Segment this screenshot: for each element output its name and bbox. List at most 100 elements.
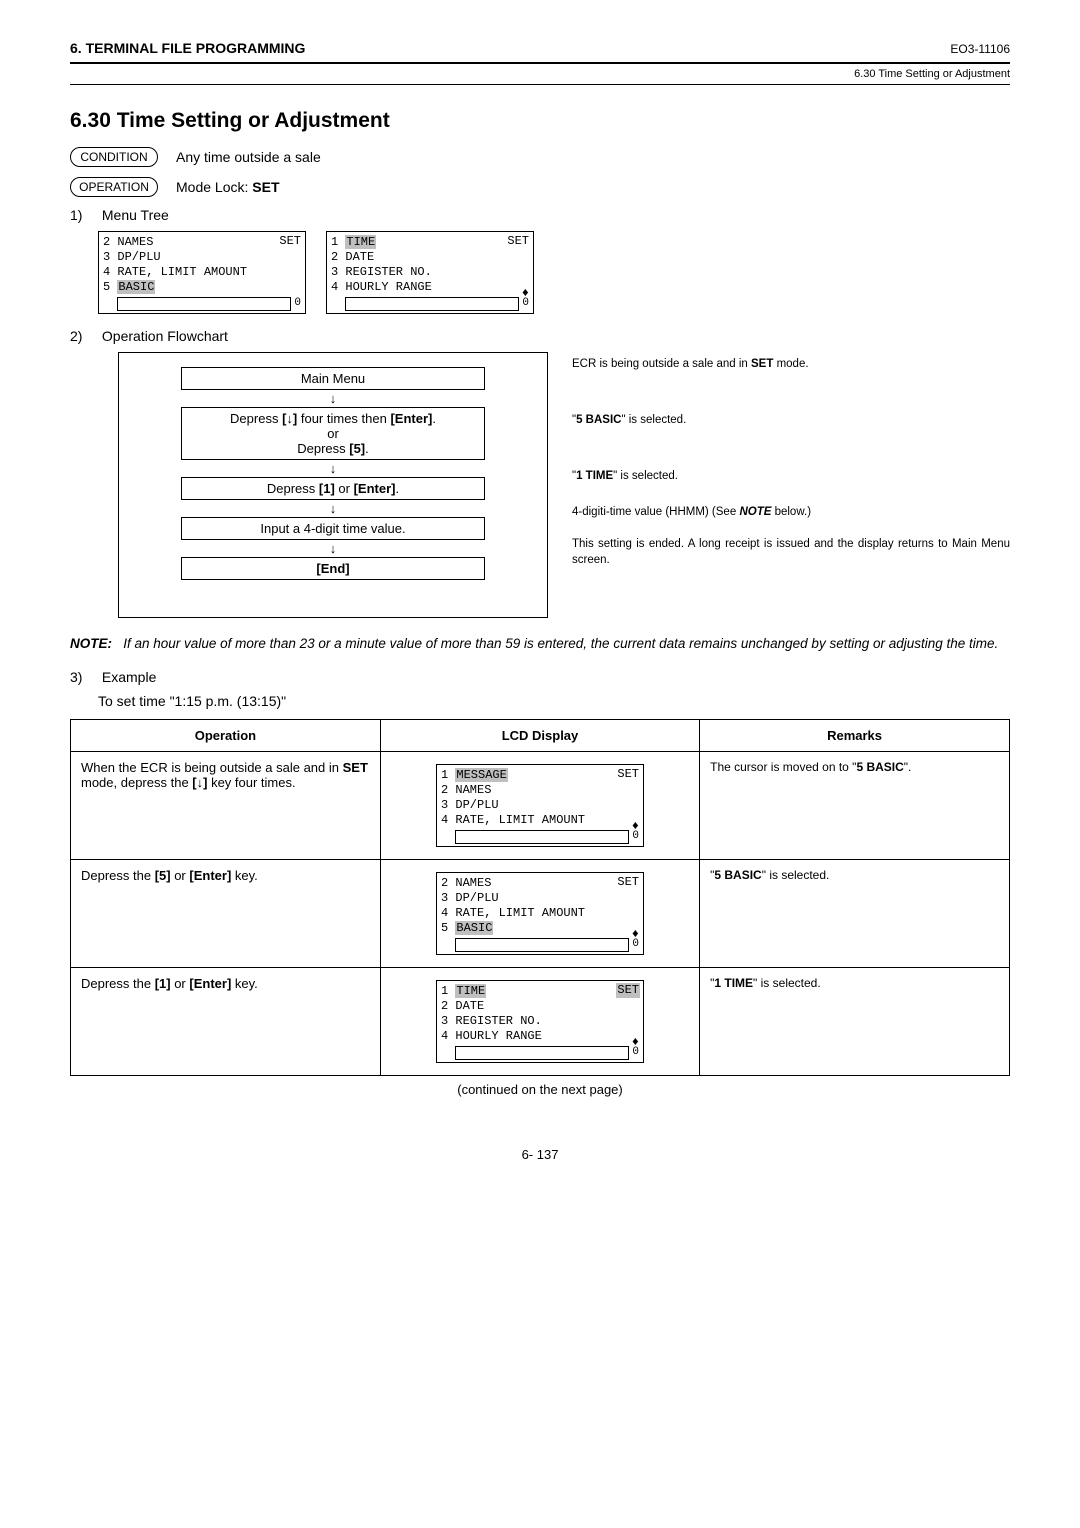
lcd-input-box [455,830,629,844]
note-label: NOTE: [70,636,112,651]
lcd-scroll-icon: ♦ [632,931,639,938]
cell-lcd: SET 1 MESSAGE 2 NAMES 3 DP/PLU 4 RATE, L… [380,752,699,860]
header-rule-thin [70,84,1010,85]
lcd-input-box [455,938,629,952]
table-header-row: Operation LCD Display Remarks [71,720,1010,752]
lcd-line: 3 DP/PLU [103,250,301,265]
lcd-display: SET 1 MESSAGE 2 NAMES 3 DP/PLU 4 RATE, L… [436,764,644,847]
fc-arrow-icon: ↓ [139,462,527,475]
list-num-3: 3) [70,669,98,685]
lcd-footer: 0 [441,830,639,844]
condition-text: Any time outside a sale [176,149,321,165]
cell-remarks: The cursor is moved on to "5 BASIC". [700,752,1010,860]
lcd-footer: 0 [103,297,301,311]
lcd-line: 2 NAMES [441,876,639,891]
lcd-highlight: BASIC [455,921,493,935]
table-row: When the ECR is being outside a sale and… [71,752,1010,860]
lcd-input-box [345,297,519,311]
lcd-line: 2 NAMES [103,235,301,250]
th-remarks: Remarks [700,720,1010,752]
list-item-3: 3) Example [70,669,1010,685]
lcd-scroll-icon: ♦ [522,290,529,297]
lcd-line: 3 REGISTER NO. [441,1014,639,1029]
lcd-line: 2 DATE [441,999,639,1014]
continued-text: (continued on the next page) [70,1082,1010,1097]
lcd-line: 4 HOURLY RANGE [331,280,529,295]
lcd-set-label: SET [617,767,639,782]
table-row: Depress the [1] or [Enter] key. SET 1 TI… [71,968,1010,1076]
list-item-2: 2) Operation Flowchart [70,328,1010,344]
cell-operation: Depress the [1] or [Enter] key. [71,968,381,1076]
fc-desc-1: ECR is being outside a sale and in SET m… [572,356,1010,372]
lcd-set-label: SET [616,983,640,998]
lcd-line: 3 REGISTER NO. [331,265,529,280]
cell-lcd: SET 1 TIME 2 DATE 3 REGISTER NO. 4 HOURL… [380,968,699,1076]
list-label-1: Menu Tree [102,207,169,223]
lcd-line: 3 DP/PLU [441,891,639,906]
cell-remarks: "1 TIME" is selected. [700,968,1010,1076]
lcd-line: 1 TIME [331,235,529,250]
lcd-highlight: TIME [455,984,486,998]
fc-arrow-icon: ↓ [139,502,527,515]
fc-desc-2: "5 BASIC" is selected. [572,412,1010,428]
example-text: To set time "1:15 p.m. (13:15)" [98,693,1010,709]
lcd-line: 1 TIME [441,984,639,999]
cell-operation: When the ECR is being outside a sale and… [71,752,381,860]
menu-tree: SET 2 NAMES 3 DP/PLU 4 RATE, LIMIT AMOUN… [98,231,1010,314]
lcd-line: 4 HOURLY RANGE [441,1029,639,1044]
flowchart-container: Main Menu ↓ Depress [↓] four times then … [118,352,1010,618]
lcd-line: 4 RATE, LIMIT AMOUNT [103,265,301,280]
lcd-set-label: SET [507,234,529,249]
section-title: 6.30 Time Setting or Adjustment [70,109,1010,133]
note-text: If an hour value of more than 23 or a mi… [123,636,998,651]
lcd-display: SET 2 NAMES 3 DP/PLU 4 RATE, LIMIT AMOUN… [436,872,644,955]
operation-pill: OPERATION [70,177,158,197]
fc-arrow-icon: ↓ [139,392,527,405]
operation-text-prefix: Mode Lock: [176,179,252,195]
lcd-line: 1 MESSAGE [441,768,639,783]
th-operation: Operation [71,720,381,752]
table-row: Depress the [5] or [Enter] key. SET 2 NA… [71,860,1010,968]
lcd-line: 3 DP/PLU [441,798,639,813]
lcd-line: 4 RATE, LIMIT AMOUNT [441,906,639,921]
fc-step-4: Input a 4-digit time value. [181,517,485,540]
list-label-2: Operation Flowchart [102,328,228,344]
chapter-title: 6. TERMINAL FILE PROGRAMMING [70,40,305,56]
lcd-highlight: TIME [345,235,376,249]
lcd-scroll-icon: ♦ [632,823,639,830]
lcd-zero: 0 [294,297,301,311]
page-header: 6. TERMINAL FILE PROGRAMMING EO3-11106 [70,40,1010,56]
cell-lcd: SET 2 NAMES 3 DP/PLU 4 RATE, LIMIT AMOUN… [380,860,699,968]
flowchart-descriptions: ECR is being outside a sale and in SET m… [572,352,1010,618]
cell-remarks: "5 BASIC" is selected. [700,860,1010,968]
fc-step-5: [End] [181,557,485,580]
lcd-line: 5 BASIC [441,921,639,936]
lcd-right: SET 1 TIME 2 DATE 3 REGISTER NO. 4 HOURL… [326,231,534,314]
fc-desc-5: This setting is ended. A long receipt is… [572,536,1010,568]
lcd-line: 4 RATE, LIMIT AMOUNT [441,813,639,828]
fc-step-1: Main Menu [181,367,485,390]
lcd-line: 2 NAMES [441,783,639,798]
cell-operation: Depress the [5] or [Enter] key. [71,860,381,968]
list-num-1: 1) [70,207,98,223]
list-num-2: 2) [70,328,98,344]
fc-arrow-icon: ↓ [139,542,527,555]
list-label-3: Example [102,669,156,685]
page-number: 6- 137 [70,1147,1010,1162]
lcd-footer: 0 [441,938,639,952]
th-lcd: LCD Display [380,720,699,752]
doc-id: EO3-11106 [950,42,1010,56]
flowchart-box: Main Menu ↓ Depress [↓] four times then … [118,352,548,618]
lcd-highlight: BASIC [117,280,155,294]
lcd-highlight: MESSAGE [455,768,507,782]
lcd-footer: 0 [441,1046,639,1060]
fc-arrow-icon [139,582,527,595]
condition-row: CONDITION Any time outside a sale [70,147,1010,167]
example-table: Operation LCD Display Remarks When the E… [70,719,1010,1076]
lcd-line: 5 BASIC [103,280,301,295]
lcd-input-box [455,1046,629,1060]
condition-pill: CONDITION [70,147,158,167]
lcd-scroll-icon: ♦ [632,1039,639,1046]
lcd-set-label: SET [617,875,639,890]
lcd-left: SET 2 NAMES 3 DP/PLU 4 RATE, LIMIT AMOUN… [98,231,306,314]
